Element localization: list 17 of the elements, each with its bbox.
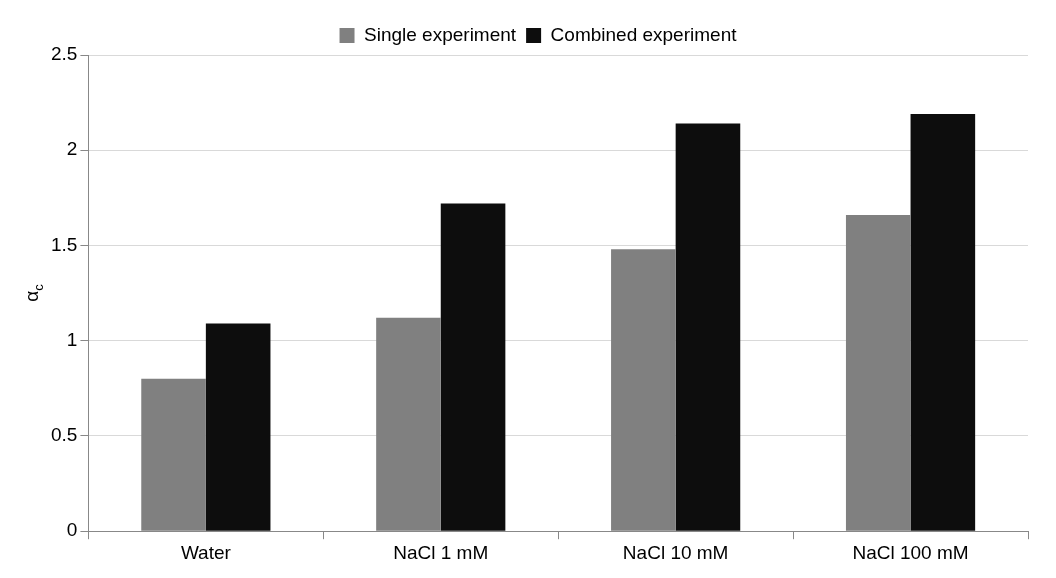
y-tick-label: 2.5 bbox=[50, 43, 78, 65]
x-tick-label: NaCl 10 mM bbox=[622, 541, 729, 563]
bar bbox=[910, 114, 976, 531]
bar bbox=[205, 323, 271, 531]
bar bbox=[675, 123, 741, 531]
y-tick-label: 1 bbox=[66, 328, 78, 350]
y-tick-label: 1.5 bbox=[50, 233, 78, 255]
y-tick-label: 0 bbox=[66, 519, 78, 541]
legend-label: Combined experiment bbox=[550, 23, 738, 45]
x-tick-label: Water bbox=[180, 541, 232, 563]
bar bbox=[440, 203, 506, 531]
x-tick-label: NaCl 100 mM bbox=[852, 541, 969, 563]
y-tick-label: 0.5 bbox=[50, 424, 78, 446]
legend-label: Single experiment bbox=[364, 23, 517, 45]
y-tick-label: 2 bbox=[66, 138, 78, 160]
x-tick-label: NaCl 1 mM bbox=[393, 541, 489, 563]
y-axis-title: αc bbox=[21, 283, 46, 302]
